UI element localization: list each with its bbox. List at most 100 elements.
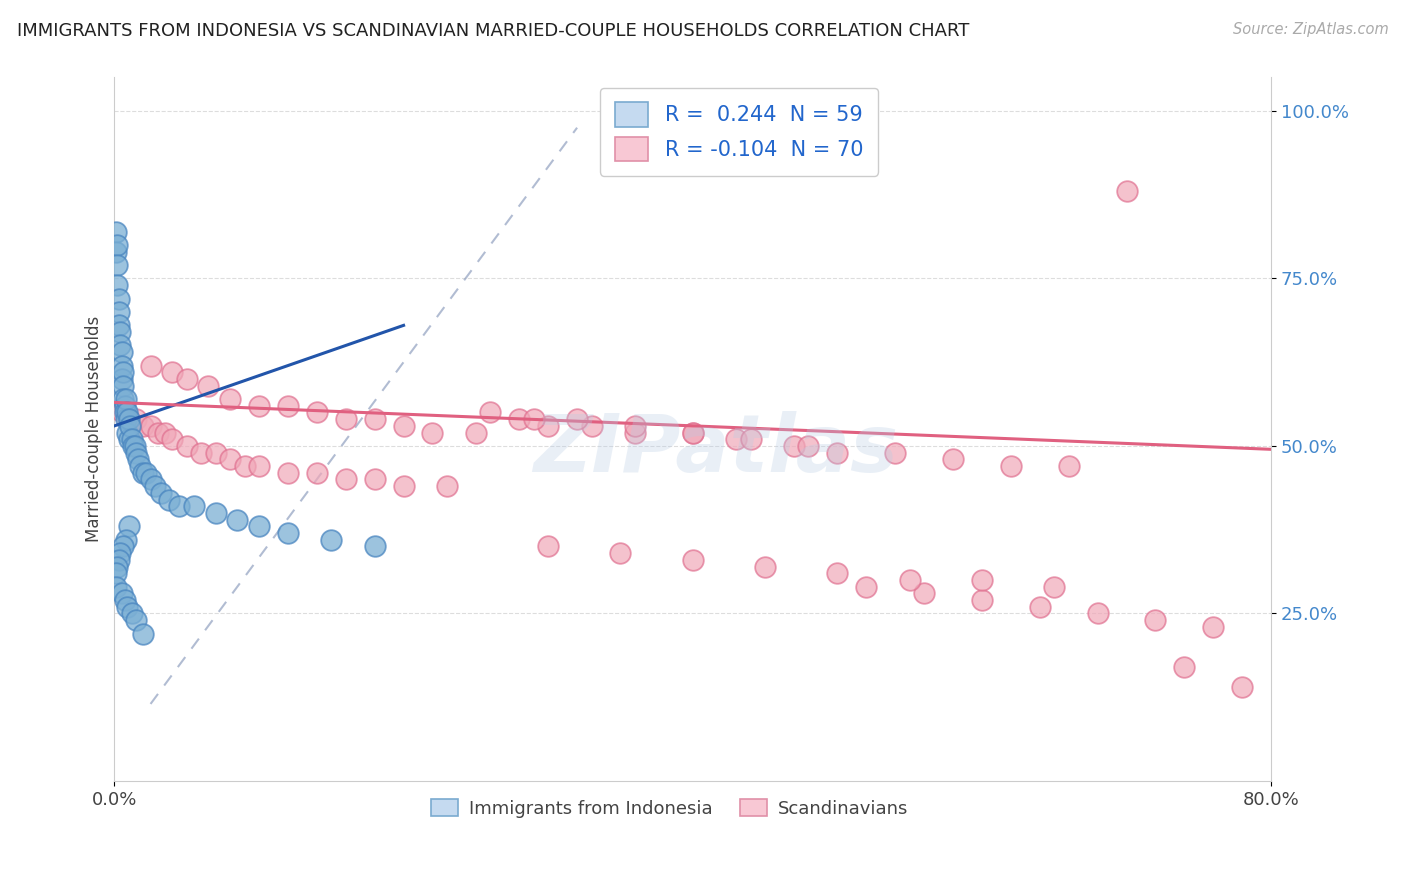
Point — [1173, 660, 1195, 674]
Point — [740, 432, 762, 446]
Point — [321, 533, 343, 547]
Point — [537, 540, 560, 554]
Y-axis label: Married-couple Households: Married-couple Households — [86, 316, 103, 542]
Point — [363, 473, 385, 487]
Point — [139, 418, 162, 433]
Point — [884, 445, 907, 459]
Point — [122, 439, 145, 453]
Point — [537, 418, 560, 433]
Point — [117, 405, 139, 419]
Point — [942, 452, 965, 467]
Point — [108, 325, 131, 339]
Point — [118, 412, 141, 426]
Point — [305, 466, 328, 480]
Point — [135, 466, 157, 480]
Point — [114, 405, 136, 419]
Point — [105, 238, 128, 252]
Point — [392, 418, 415, 433]
Point — [1029, 599, 1052, 614]
Point — [125, 613, 148, 627]
Point — [190, 445, 212, 459]
Point — [624, 418, 647, 433]
Point — [143, 479, 166, 493]
Point — [523, 412, 546, 426]
Point — [127, 452, 149, 467]
Point — [112, 378, 135, 392]
Point — [132, 418, 155, 433]
Point — [277, 399, 299, 413]
Point — [153, 425, 176, 440]
Point — [277, 466, 299, 480]
Point — [121, 432, 143, 446]
Point — [112, 365, 135, 379]
Point — [132, 466, 155, 480]
Point — [162, 432, 184, 446]
Legend: Immigrants from Indonesia, Scandinavians: Immigrants from Indonesia, Scandinavians — [425, 791, 915, 825]
Point — [233, 459, 256, 474]
Point — [1230, 680, 1253, 694]
Point — [754, 559, 776, 574]
Point — [682, 425, 704, 440]
Point — [392, 479, 415, 493]
Point — [277, 526, 299, 541]
Point — [111, 345, 134, 359]
Point — [132, 626, 155, 640]
Point — [125, 445, 148, 459]
Point — [247, 399, 270, 413]
Point — [121, 607, 143, 621]
Point — [107, 318, 129, 333]
Point — [108, 546, 131, 560]
Point — [118, 519, 141, 533]
Point — [105, 278, 128, 293]
Point — [1087, 607, 1109, 621]
Point — [827, 566, 849, 581]
Point — [335, 473, 357, 487]
Point — [112, 540, 135, 554]
Point — [157, 492, 180, 507]
Point — [115, 392, 138, 406]
Point — [112, 392, 135, 406]
Point — [124, 439, 146, 453]
Point — [176, 372, 198, 386]
Point — [162, 365, 184, 379]
Point — [363, 412, 385, 426]
Point — [107, 305, 129, 319]
Point — [436, 479, 458, 493]
Point — [247, 519, 270, 533]
Point — [107, 292, 129, 306]
Text: Source: ZipAtlas.com: Source: ZipAtlas.com — [1233, 22, 1389, 37]
Point — [1057, 459, 1080, 474]
Point — [508, 412, 530, 426]
Point — [114, 593, 136, 607]
Point — [335, 412, 357, 426]
Point — [1043, 580, 1066, 594]
Point — [219, 452, 242, 467]
Point — [176, 439, 198, 453]
Point — [111, 586, 134, 600]
Point — [104, 566, 127, 581]
Point — [682, 425, 704, 440]
Point — [111, 405, 134, 419]
Point — [363, 540, 385, 554]
Point — [114, 399, 136, 413]
Point — [305, 405, 328, 419]
Point — [422, 425, 444, 440]
Point — [104, 580, 127, 594]
Point — [464, 425, 486, 440]
Point — [247, 459, 270, 474]
Point — [797, 439, 820, 453]
Point — [226, 513, 249, 527]
Text: IMMIGRANTS FROM INDONESIA VS SCANDINAVIAN MARRIED-COUPLE HOUSEHOLDS CORRELATION : IMMIGRANTS FROM INDONESIA VS SCANDINAVIA… — [17, 22, 969, 40]
Point — [107, 553, 129, 567]
Point — [104, 244, 127, 259]
Text: ZIPatlas: ZIPatlas — [533, 411, 898, 490]
Point — [183, 500, 205, 514]
Point — [129, 459, 152, 474]
Point — [139, 473, 162, 487]
Point — [479, 405, 502, 419]
Point — [120, 418, 142, 433]
Point — [118, 432, 141, 446]
Point — [827, 445, 849, 459]
Point — [125, 412, 148, 426]
Point — [108, 338, 131, 352]
